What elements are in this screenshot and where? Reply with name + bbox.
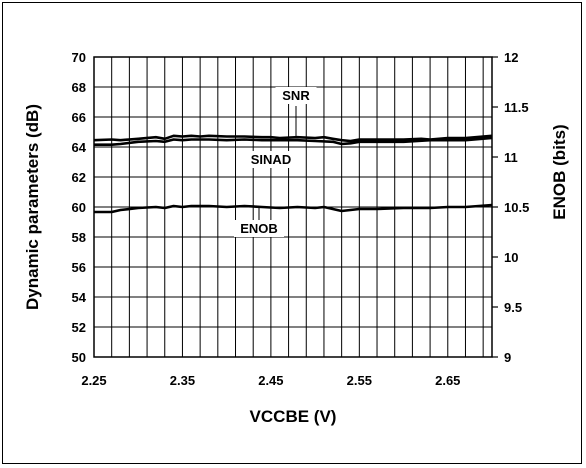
x-tick-label: 2.25 bbox=[81, 373, 106, 388]
chart-frame bbox=[2, 2, 582, 464]
annotation-enob: ENOB bbox=[240, 221, 278, 236]
left-axis-tick-labels: 50 52 54 56 58 60 62 64 66 68 70 bbox=[72, 50, 87, 365]
right-tick-label: 11 bbox=[504, 150, 518, 165]
left-tick-label: 54 bbox=[72, 290, 87, 305]
left-tick-label: 62 bbox=[72, 170, 86, 185]
right-tick-label: 12 bbox=[504, 50, 518, 65]
right-axis-tick-labels: 9 9.5 10 10.5 11 11.5 12 bbox=[504, 50, 529, 365]
left-tick-label: 58 bbox=[72, 230, 86, 245]
series-annotations: SNR SINAD ENOB bbox=[234, 87, 317, 237]
right-y-axis-title: ENOB (bits) bbox=[550, 124, 569, 219]
x-tick-label: 2.35 bbox=[170, 373, 195, 388]
annotation-snr: SNR bbox=[282, 88, 310, 103]
x-axis-tick-labels: 2.25 2.35 2.45 2.55 2.65 bbox=[81, 373, 460, 388]
left-tick-label: 52 bbox=[72, 320, 86, 335]
series-line-enob bbox=[94, 203, 493, 214]
right-tick-label: 11.5 bbox=[504, 100, 529, 115]
right-tick-label: 9 bbox=[504, 350, 511, 365]
x-axis-title: VCCBE (V) bbox=[250, 407, 337, 426]
right-tick-label: 10.5 bbox=[504, 200, 529, 215]
series-lines bbox=[93, 134, 493, 214]
left-tick-label: 56 bbox=[72, 260, 86, 275]
right-axis-tick-marks bbox=[492, 56, 498, 358]
left-tick-label: 60 bbox=[72, 200, 86, 215]
left-tick-label: 64 bbox=[72, 140, 87, 155]
annotation-background bbox=[241, 151, 301, 168]
annotation-sinad: SINAD bbox=[251, 152, 291, 167]
left-tick-label: 68 bbox=[72, 80, 86, 95]
x-tick-label: 2.55 bbox=[347, 373, 372, 388]
annotation-background bbox=[275, 87, 317, 104]
right-tick-label: 10 bbox=[504, 250, 518, 265]
x-tick-label: 2.45 bbox=[258, 373, 283, 388]
right-tick-label: 9.5 bbox=[504, 300, 522, 315]
left-tick-label: 66 bbox=[72, 110, 86, 125]
left-y-axis-title: Dynamic parameters (dB) bbox=[23, 104, 42, 310]
series-line-sinad bbox=[94, 136, 493, 146]
left-tick-label: 50 bbox=[72, 350, 86, 365]
x-tick-label: 2.65 bbox=[435, 373, 460, 388]
left-tick-label: 70 bbox=[72, 50, 86, 65]
series-line-snr bbox=[93, 134, 493, 143]
annotation-background bbox=[234, 220, 284, 237]
